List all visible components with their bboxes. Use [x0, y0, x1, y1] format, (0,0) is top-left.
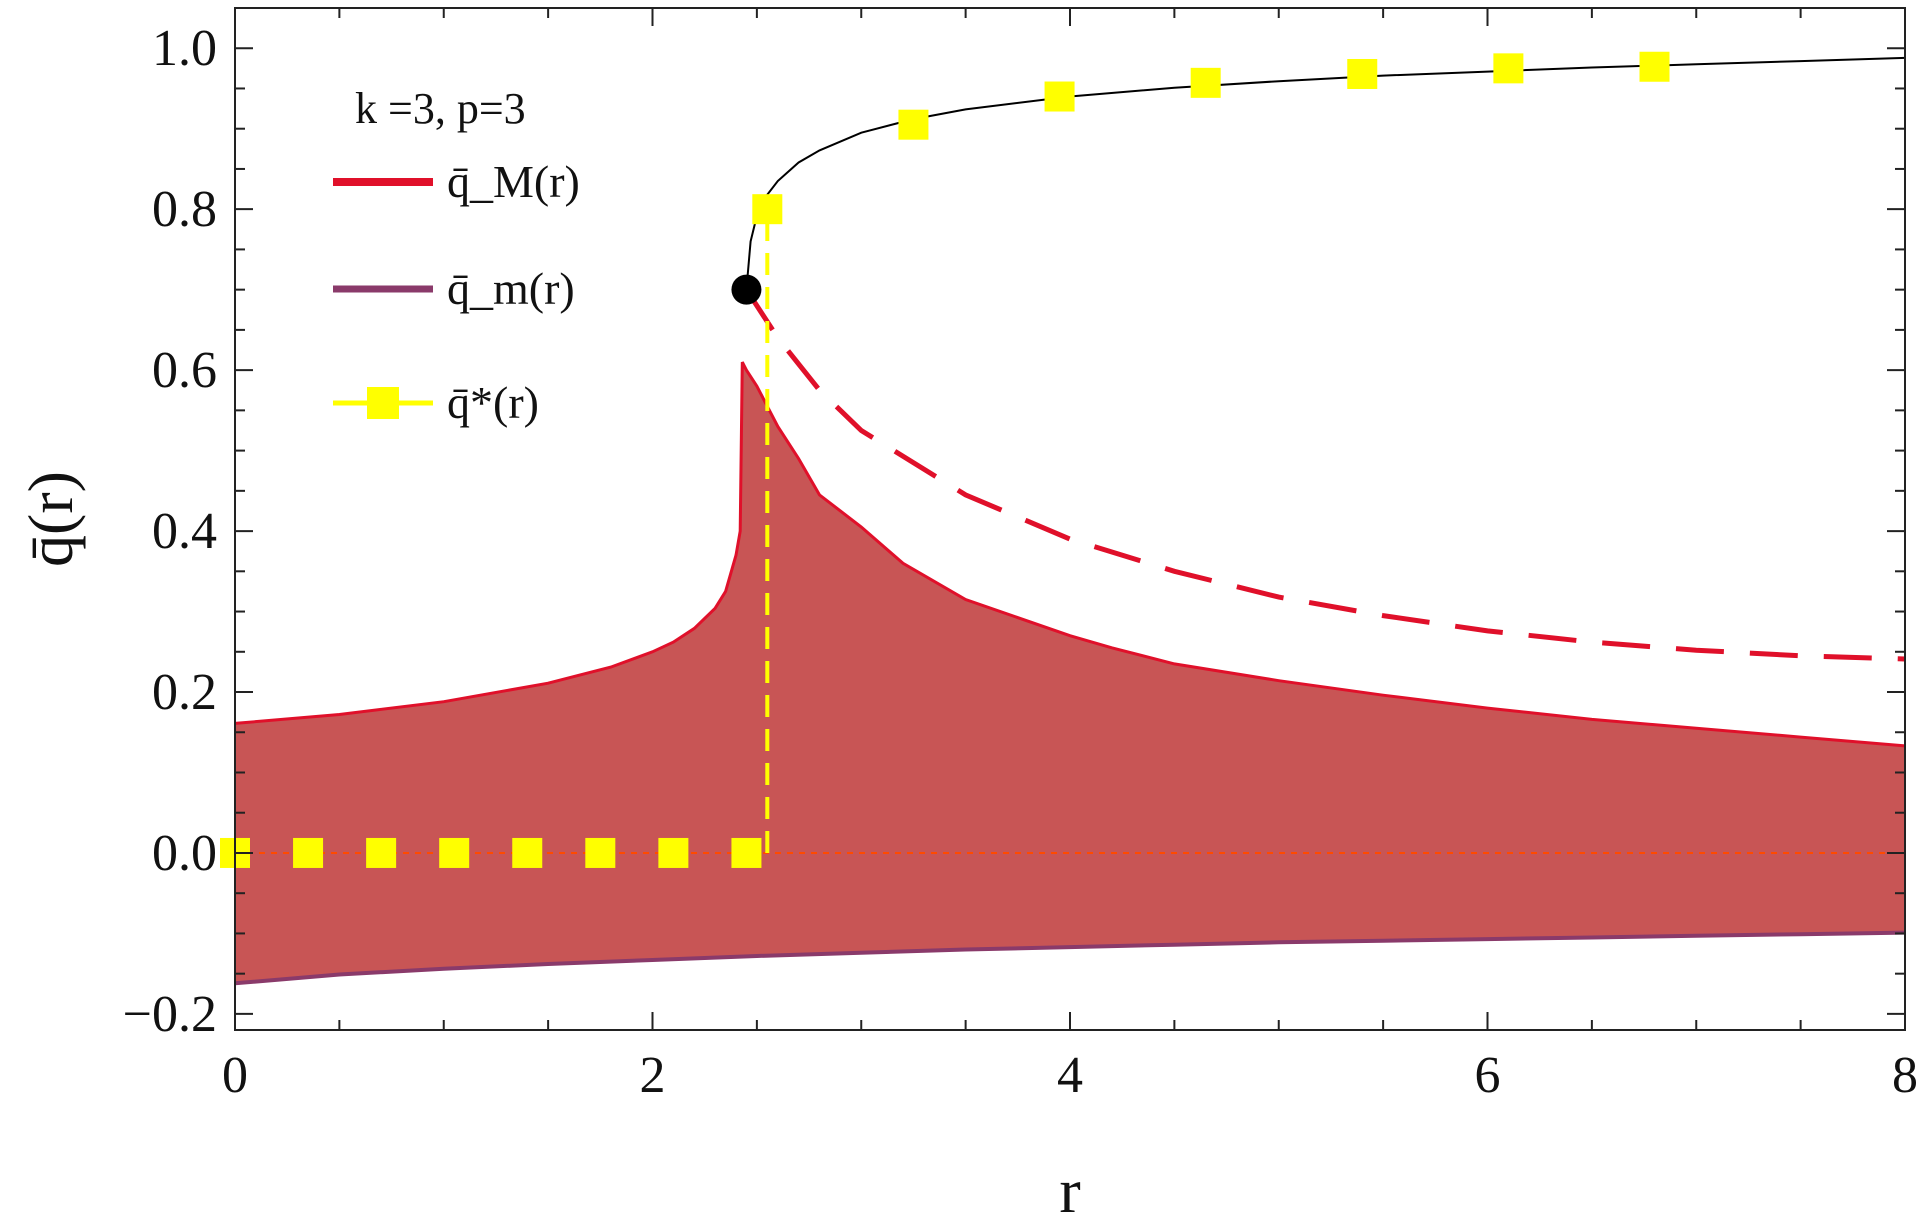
series-qstar-point: [293, 837, 324, 868]
y-tick-label: 0.8: [152, 181, 217, 238]
y-tick-label: 0.4: [152, 503, 217, 560]
series-qstar-point: [1190, 67, 1221, 98]
y-tick-label: −0.2: [123, 986, 217, 1043]
series-qstar-point: [439, 837, 470, 868]
series-qM-line: [234, 361, 1906, 748]
x-axis-label: r: [1059, 1155, 1080, 1226]
series-qstar-point: [1347, 58, 1378, 89]
y-tick-label: 0.6: [152, 342, 217, 399]
upper-branch-solid: [745, 56, 1906, 290]
series-qstar-point: [752, 194, 783, 225]
series-qm-line: [234, 930, 1906, 986]
fill-region: [235, 362, 1905, 984]
x-tick-label: 6: [1475, 1047, 1501, 1104]
x-tick-label: 2: [640, 1047, 666, 1104]
y-tick-label: 1.0: [152, 20, 217, 77]
series-markers: [220, 51, 1670, 868]
series-qstar-point: [1044, 81, 1075, 112]
y-tick-label: 0.0: [152, 825, 217, 882]
legend-label: q̄_m(r): [447, 263, 575, 314]
fill-between-area: [235, 362, 1905, 984]
critical-point: [731, 274, 762, 305]
series-qstar-point: [1493, 53, 1524, 84]
series-qstar-point: [731, 837, 762, 868]
series-qstar-point: [1639, 51, 1670, 82]
legend-marker: [367, 387, 399, 419]
axis-ticks: 0 2 4 6 8 −0.2 0.0 0.2 0.4 0.6 0.8 1.0: [123, 8, 1918, 1104]
y-axis-label: q̄(r): [15, 471, 86, 567]
series-qstar-point: [585, 837, 616, 868]
series-qstar-point: [898, 109, 929, 140]
legend-label: q̄_M(r): [447, 156, 580, 207]
unstable-branch-dashed: [744, 288, 1906, 662]
legend: k =3, p=3 q̄_M(r) q̄_m(r) q̄*(r): [333, 84, 580, 428]
x-tick-label: 0: [222, 1047, 248, 1104]
y-tick-label: 0.2: [152, 664, 217, 721]
series-qstar-point: [366, 837, 397, 868]
legend-label: q̄*(r): [447, 377, 539, 428]
x-tick-label: 8: [1892, 1047, 1918, 1104]
x-tick-label: 4: [1057, 1047, 1083, 1104]
series-qstar-point: [512, 837, 543, 868]
legend-title: k =3, p=3: [355, 84, 526, 133]
series-qstar-point: [658, 837, 689, 868]
